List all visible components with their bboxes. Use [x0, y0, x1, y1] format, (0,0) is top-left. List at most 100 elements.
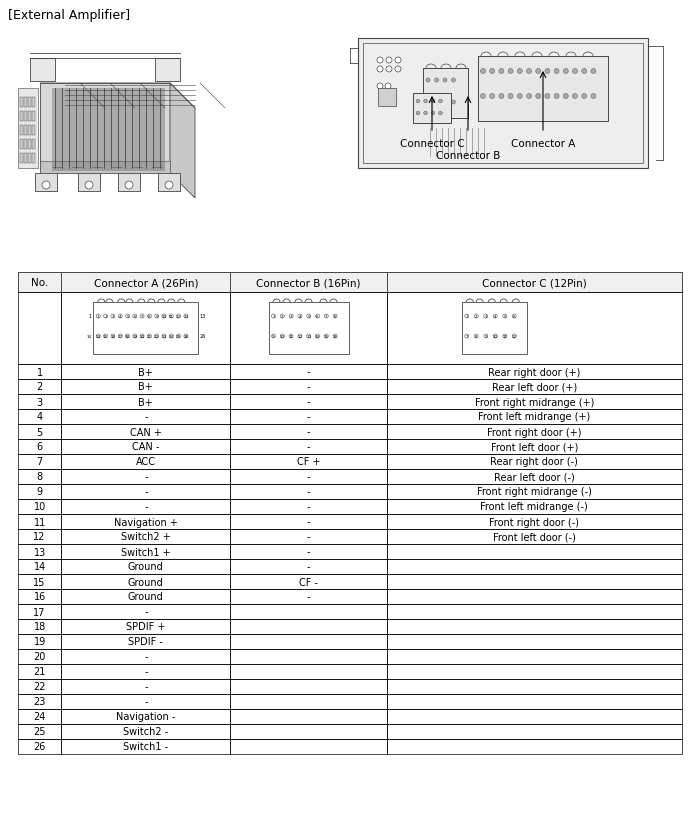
Bar	[230, 469, 386, 484]
Bar	[32, 98, 35, 108]
Circle shape	[545, 94, 550, 99]
Bar	[61, 514, 230, 529]
Text: 1: 1	[466, 315, 468, 319]
Bar	[32, 126, 35, 136]
Bar	[18, 575, 61, 590]
Text: Navigation +: Navigation +	[114, 517, 178, 527]
Text: 3: 3	[290, 315, 293, 319]
Text: 22: 22	[154, 335, 160, 339]
Text: 12: 12	[34, 532, 46, 542]
Bar	[363, 44, 643, 164]
Text: -: -	[307, 427, 310, 437]
Bar	[18, 469, 61, 484]
Text: 16: 16	[34, 592, 46, 602]
Text: 20: 20	[139, 335, 145, 339]
Text: Switch1 -: Switch1 -	[123, 742, 169, 752]
Text: 4: 4	[299, 315, 301, 319]
Bar	[61, 529, 230, 544]
Bar	[18, 724, 61, 739]
Circle shape	[452, 101, 456, 105]
Bar	[28, 112, 31, 122]
Bar	[230, 694, 386, 709]
Circle shape	[564, 94, 568, 99]
Text: CAN -: CAN -	[132, 442, 160, 452]
Text: 24: 24	[34, 711, 46, 722]
Circle shape	[435, 79, 438, 83]
Text: 7: 7	[466, 335, 468, 339]
Text: Front left door (+): Front left door (+)	[491, 442, 578, 452]
Bar	[18, 560, 61, 575]
Bar	[18, 649, 61, 664]
Text: -: -	[307, 546, 310, 556]
Text: 22: 22	[34, 681, 46, 691]
Text: B+: B+	[139, 367, 153, 377]
Bar	[18, 604, 61, 619]
Bar	[28, 98, 31, 108]
Text: -: -	[307, 397, 310, 407]
Bar	[61, 455, 230, 469]
Bar	[61, 590, 230, 604]
Bar	[61, 649, 230, 664]
Circle shape	[499, 94, 504, 99]
Text: Connector C (12Pin): Connector C (12Pin)	[482, 277, 587, 287]
Text: -: -	[144, 472, 148, 482]
Bar	[230, 679, 386, 694]
Text: [External Amplifier]: [External Amplifier]	[8, 9, 130, 22]
Text: Connector B (16Pin): Connector B (16Pin)	[256, 277, 360, 287]
Bar	[386, 499, 682, 514]
Text: 15: 15	[34, 577, 46, 587]
Text: Rear left door (+): Rear left door (+)	[491, 382, 577, 392]
Text: 2: 2	[104, 315, 107, 319]
Circle shape	[526, 94, 531, 99]
Bar	[230, 455, 386, 469]
Bar	[230, 364, 386, 379]
Text: Front right door (-): Front right door (-)	[489, 517, 580, 527]
Text: Front right midrange (-): Front right midrange (-)	[477, 487, 592, 497]
Text: Front left midrange (-): Front left midrange (-)	[480, 502, 588, 512]
Circle shape	[431, 100, 435, 104]
Circle shape	[545, 70, 550, 75]
Bar	[230, 410, 386, 425]
Text: 4: 4	[119, 315, 122, 319]
Text: Navigation -: Navigation -	[116, 711, 176, 722]
Text: -: -	[307, 502, 310, 512]
Circle shape	[508, 70, 513, 75]
Polygon shape	[170, 84, 195, 199]
Text: Connector A: Connector A	[511, 139, 575, 149]
Bar	[386, 292, 682, 364]
Bar	[386, 679, 682, 694]
Bar	[61, 634, 230, 649]
Bar	[20, 98, 23, 108]
Bar	[230, 484, 386, 499]
Text: 1: 1	[36, 367, 43, 377]
Bar	[230, 709, 386, 724]
Bar	[386, 529, 682, 544]
Bar	[230, 634, 386, 649]
Bar	[61, 379, 230, 394]
Text: 3: 3	[111, 315, 114, 319]
Text: 23: 23	[162, 335, 167, 339]
Text: -: -	[144, 412, 148, 422]
Bar	[386, 575, 682, 590]
Text: SPDIF +: SPDIF +	[126, 622, 165, 632]
Bar	[386, 709, 682, 724]
Circle shape	[435, 101, 438, 105]
Circle shape	[443, 101, 447, 105]
Circle shape	[416, 112, 420, 116]
Text: Front left midrange (+): Front left midrange (+)	[478, 412, 590, 422]
Bar	[61, 544, 230, 560]
Bar	[61, 272, 230, 292]
Bar	[386, 364, 682, 379]
Text: -: -	[307, 412, 310, 422]
Bar	[230, 619, 386, 634]
Text: 9: 9	[272, 335, 275, 339]
Bar	[18, 425, 61, 440]
Bar	[386, 590, 682, 604]
Text: -: -	[307, 382, 310, 392]
Circle shape	[554, 94, 559, 99]
Bar	[24, 154, 27, 164]
Circle shape	[386, 58, 392, 64]
Text: Rear right door (-): Rear right door (-)	[490, 457, 578, 467]
Text: CAN +: CAN +	[130, 427, 162, 437]
Text: No.: No.	[31, 277, 48, 287]
